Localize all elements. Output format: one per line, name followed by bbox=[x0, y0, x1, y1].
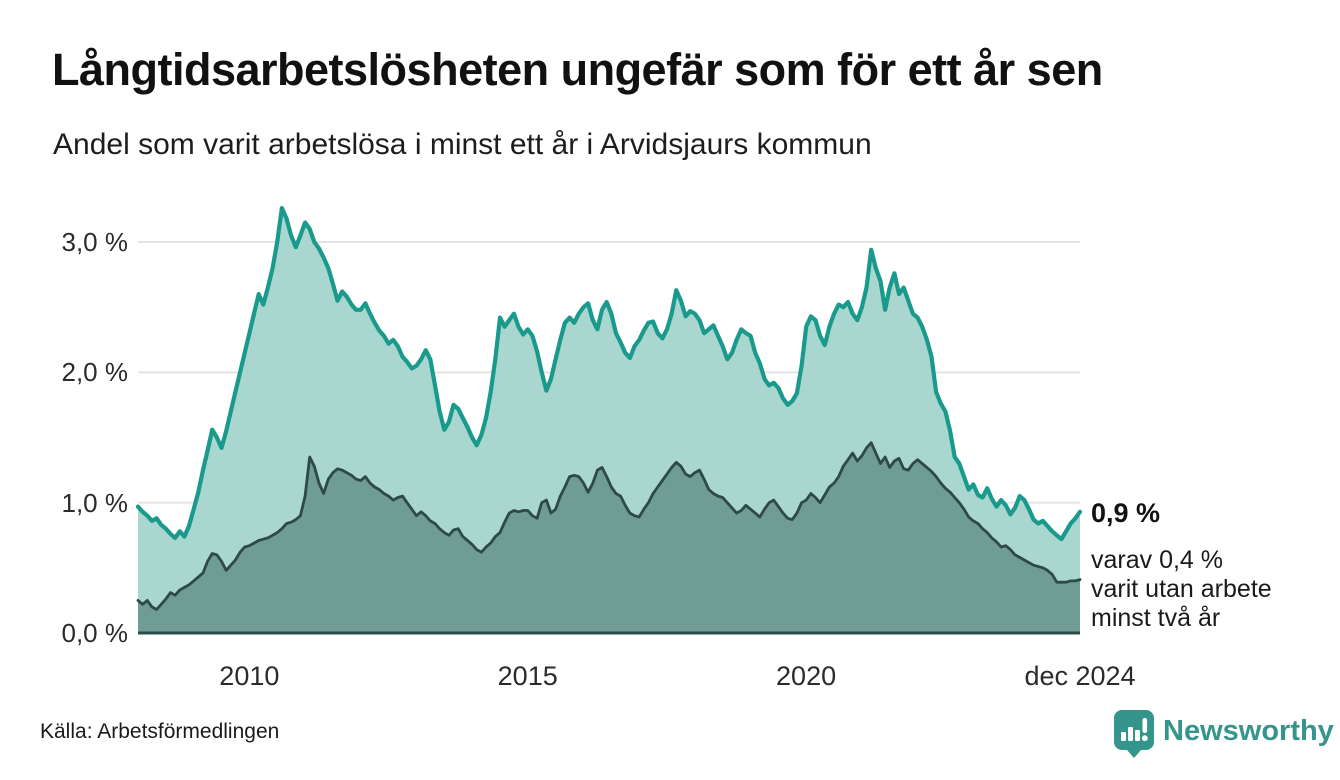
newsworthy-wordmark: Newsworthy bbox=[1163, 715, 1334, 747]
annotation-detail-line: varav 0,4 % bbox=[1091, 546, 1224, 574]
y-tick-label: 0,0 % bbox=[61, 618, 129, 648]
source-note: Källa: Arbetsförmedlingen bbox=[40, 720, 280, 743]
y-tick-label: 3,0 % bbox=[61, 227, 129, 257]
y-tick-label: 1,0 % bbox=[61, 487, 129, 518]
newsworthy-logo: Newsworthy bbox=[1113, 709, 1334, 764]
series-area-1 bbox=[138, 442, 1080, 633]
x-tick-label: 2020 bbox=[776, 661, 837, 691]
annotation-detail: varav 0,4 % varit utan arbete minst två … bbox=[1091, 546, 1272, 633]
x-tick-label: 2015 bbox=[497, 661, 558, 691]
annotation-detail-line: varit utan arbete bbox=[1091, 575, 1272, 603]
annotation-latest-value: 0,9 % bbox=[1091, 498, 1161, 528]
page-subtitle: Andel som varit arbetslösa i minst ett å… bbox=[53, 128, 872, 161]
series-line-0 bbox=[135, 206, 1083, 542]
series-line-1 bbox=[136, 441, 1082, 611]
x-tick-label: dec 2024 bbox=[1024, 661, 1136, 691]
page-title: Långtidsarbetslösheten ungefär som för e… bbox=[52, 44, 1103, 95]
newsworthy-pin-icon bbox=[1113, 709, 1155, 764]
x-tick-label: 2010 bbox=[219, 661, 280, 691]
y-tick-label: 2,0 % bbox=[61, 357, 129, 388]
annotation-detail-line: minst två år bbox=[1091, 604, 1221, 632]
